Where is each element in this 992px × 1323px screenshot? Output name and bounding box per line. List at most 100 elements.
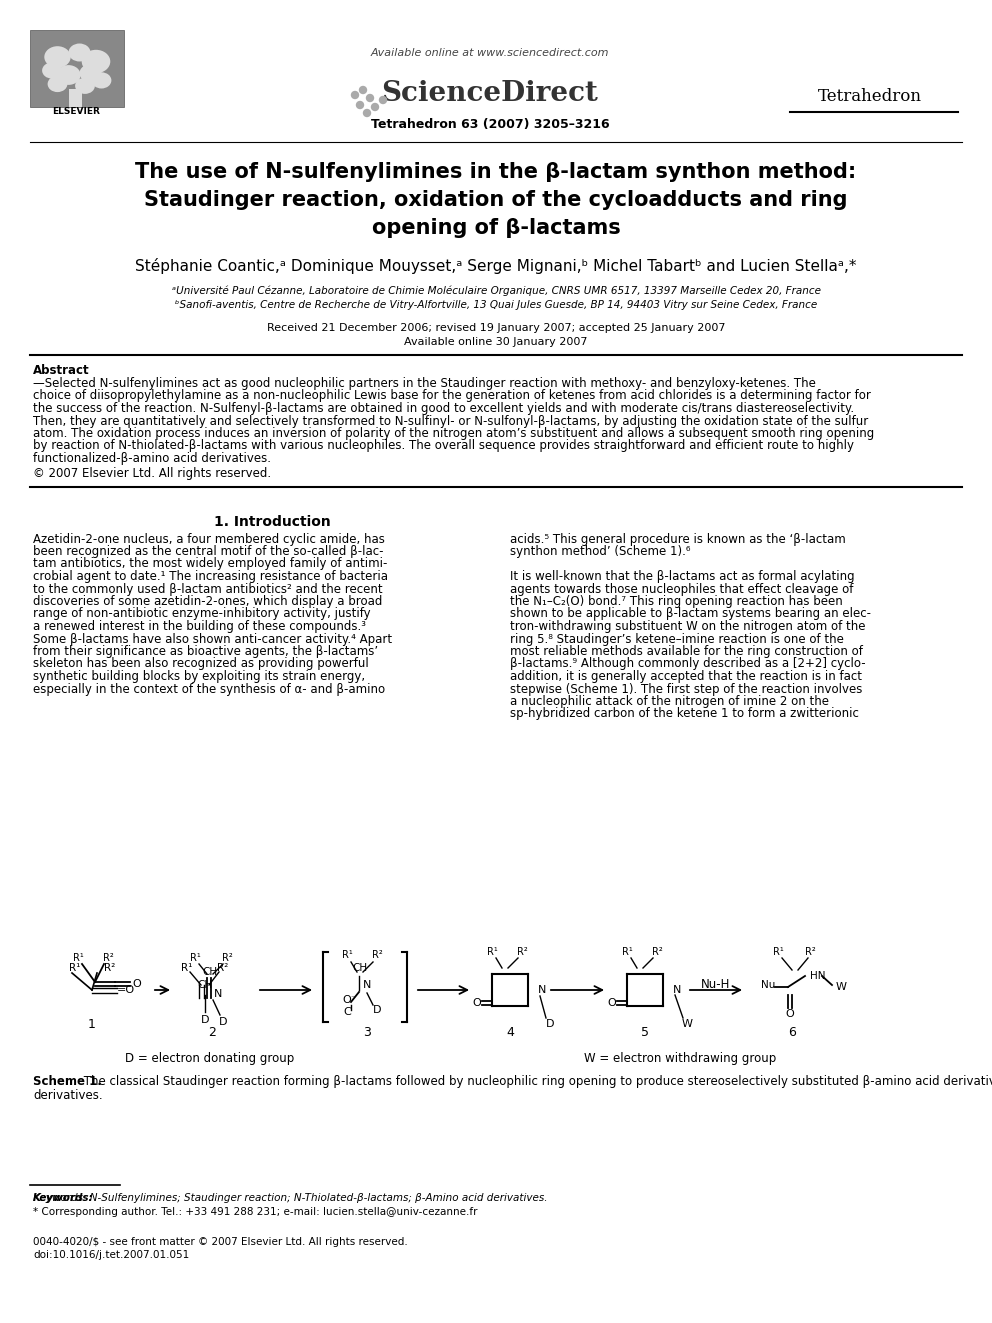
Text: range of non-antibiotic enzyme-inhibitory activity, justify: range of non-antibiotic enzyme-inhibitor… <box>33 607 371 620</box>
Text: 0040-4020/$ - see front matter © 2007 Elsevier Ltd. All rights reserved.: 0040-4020/$ - see front matter © 2007 El… <box>33 1237 408 1248</box>
Text: the N₁–C₂(O) bond.⁷ This ring opening reaction has been: the N₁–C₂(O) bond.⁷ This ring opening re… <box>510 595 843 609</box>
Text: R²: R² <box>652 947 663 957</box>
Text: acids.⁵ This general procedure is known as the ‘β-lactam: acids.⁵ This general procedure is known … <box>510 532 846 545</box>
Text: shown to be applicable to β-lactam systems bearing an elec-: shown to be applicable to β-lactam syste… <box>510 607 871 620</box>
Text: O: O <box>133 979 142 990</box>
Text: R¹: R¹ <box>773 947 784 957</box>
Text: by reaction of N-thiolated-β-lactams with various nucleophiles. The overall sequ: by reaction of N-thiolated-β-lactams wit… <box>33 439 854 452</box>
Text: the success of the reaction. N-Sulfenyl-β-lactams are obtained in good to excell: the success of the reaction. N-Sulfenyl-… <box>33 402 854 415</box>
Text: crobial agent to date.¹ The increasing resistance of bacteria: crobial agent to date.¹ The increasing r… <box>33 570 388 583</box>
Text: Abstract: Abstract <box>33 364 89 377</box>
Text: CH: CH <box>352 963 368 972</box>
Text: Keywords:: Keywords: <box>33 1193 93 1203</box>
Text: R¹: R¹ <box>69 963 80 972</box>
Text: D: D <box>219 1017 227 1027</box>
Bar <box>30 919 160 1060</box>
Circle shape <box>366 94 374 102</box>
Text: to the commonly used β-lactam antibiotics² and the recent: to the commonly used β-lactam antibiotic… <box>33 582 383 595</box>
Text: Tetrahedron 63 (2007) 3205–3216: Tetrahedron 63 (2007) 3205–3216 <box>371 118 609 131</box>
Text: synthon method’ (Scheme 1).⁶: synthon method’ (Scheme 1).⁶ <box>510 545 690 558</box>
Text: © 2007 Elsevier Ltd. All rights reserved.: © 2007 Elsevier Ltd. All rights reserved… <box>33 467 271 480</box>
Circle shape <box>351 91 358 98</box>
Text: It is well-known that the β-lactams act as formal acylating: It is well-known that the β-lactams act … <box>510 570 855 583</box>
Text: * Corresponding author. Tel.: +33 491 288 231; e-mail: lucien.stella@univ-cezann: * Corresponding author. Tel.: +33 491 28… <box>33 1207 477 1217</box>
Text: doi:10.1016/j.tet.2007.01.051: doi:10.1016/j.tet.2007.01.051 <box>33 1250 189 1259</box>
Text: been recognized as the central motif of the so-called β-lac-: been recognized as the central motif of … <box>33 545 384 558</box>
Text: R¹: R¹ <box>487 947 497 957</box>
Circle shape <box>359 86 366 94</box>
Text: tam antibiotics, the most widely employed family of antimi-: tam antibiotics, the most widely employe… <box>33 557 387 570</box>
Text: stepwise (Scheme 1). The first step of the reaction involves: stepwise (Scheme 1). The first step of t… <box>510 683 862 696</box>
Bar <box>30 30 123 106</box>
Text: D: D <box>546 1019 555 1029</box>
Text: W: W <box>836 982 847 992</box>
Text: R¹: R¹ <box>72 953 83 963</box>
Text: O: O <box>608 998 616 1008</box>
Text: Azetidin-2-one nucleus, a four membered cyclic amide, has: Azetidin-2-one nucleus, a four membered … <box>33 532 385 545</box>
Text: tron-withdrawing substituent W on the nitrogen atom of the: tron-withdrawing substituent W on the ni… <box>510 620 865 632</box>
Circle shape <box>48 75 67 93</box>
Text: ⁻: ⁻ <box>351 994 355 1003</box>
Text: 1. Introduction: 1. Introduction <box>213 515 330 528</box>
Text: N: N <box>363 980 371 990</box>
Text: Scheme 1.: Scheme 1. <box>33 1076 102 1088</box>
Text: ᵃUniversité Paul Cézanne, Laboratoire de Chimie Moléculaire Organique, CNRS UMR : ᵃUniversité Paul Cézanne, Laboratoire de… <box>172 284 820 295</box>
Bar <box>440 919 570 1060</box>
Text: R¹: R¹ <box>182 963 192 972</box>
Bar <box>730 919 860 1060</box>
Text: sp-hybridized carbon of the ketene 1 to form a zwitterionic: sp-hybridized carbon of the ketene 1 to … <box>510 708 859 721</box>
Text: O: O <box>472 998 481 1008</box>
Text: Nu: Nu <box>761 980 775 990</box>
Text: D: D <box>200 1015 209 1025</box>
Text: CH: CH <box>197 980 212 990</box>
Circle shape <box>363 110 370 116</box>
Text: The classical Staudinger reaction forming β-lactams followed by nucleophilic rin: The classical Staudinger reaction formin… <box>80 1076 992 1088</box>
Text: D = electron donating group: D = electron donating group <box>125 1052 295 1065</box>
Text: 5: 5 <box>641 1025 649 1039</box>
Circle shape <box>371 103 379 111</box>
Text: —Selected N-sulfenylimines act as good nucleophilic partners in the Staudinger r: —Selected N-sulfenylimines act as good n… <box>33 377 815 390</box>
Text: β-lactams.⁹ Although commonly described as a [2+2] cyclo-: β-lactams.⁹ Although commonly described … <box>510 658 866 671</box>
Bar <box>295 919 425 1060</box>
Text: HN: HN <box>810 971 825 980</box>
Circle shape <box>91 73 111 89</box>
Text: Received 21 December 2006; revised 19 January 2007; accepted 25 January 2007: Received 21 December 2006; revised 19 Ja… <box>267 323 725 333</box>
Text: R²: R² <box>805 947 815 957</box>
Text: especially in the context of the synthesis of α- and β-amino: especially in the context of the synthes… <box>33 683 385 696</box>
Text: atom. The oxidation process induces an inversion of polarity of the nitrogen ato: atom. The oxidation process induces an i… <box>33 427 874 441</box>
Circle shape <box>75 78 95 94</box>
Text: skeleton has been also recognized as providing powerful: skeleton has been also recognized as pro… <box>33 658 369 671</box>
Text: Then, they are quantitatively and selectively transformed to N-sulfinyl- or N-su: Then, they are quantitatively and select… <box>33 414 868 427</box>
Circle shape <box>81 50 110 73</box>
Text: D: D <box>373 1005 381 1015</box>
Text: synthetic building blocks by exploiting its strain energy,: synthetic building blocks by exploiting … <box>33 669 365 683</box>
Text: R²: R² <box>104 963 116 972</box>
Text: ring 5.⁸ Staudinger’s ketene–imine reaction is one of the: ring 5.⁸ Staudinger’s ketene–imine react… <box>510 632 844 646</box>
Circle shape <box>79 65 101 82</box>
Text: =O: =O <box>117 986 135 995</box>
Text: functionalized-β-amino acid derivatives.: functionalized-β-amino acid derivatives. <box>33 452 271 464</box>
Text: a renewed interest in the building of these compounds.³: a renewed interest in the building of th… <box>33 620 366 632</box>
Text: addition, it is generally accepted that the reaction is in fact: addition, it is generally accepted that … <box>510 669 862 683</box>
Text: 1: 1 <box>88 1019 96 1032</box>
Text: a nucleophilic attack of the nitrogen of imine 2 on the: a nucleophilic attack of the nitrogen of… <box>510 695 829 708</box>
Text: Keywords: N-Sulfenylimines; Staudinger reaction; N-Thiolated-β-lactams; β-Amino : Keywords: N-Sulfenylimines; Staudinger r… <box>33 1193 548 1203</box>
Text: derivatives.: derivatives. <box>33 1089 102 1102</box>
Text: CH: CH <box>202 967 217 976</box>
Text: R²: R² <box>217 963 228 972</box>
Bar <box>145 919 275 1060</box>
Text: N: N <box>214 990 222 999</box>
Text: Staudinger reaction, oxidation of the cycloadducts and ring: Staudinger reaction, oxidation of the cy… <box>144 191 848 210</box>
Bar <box>575 919 705 1060</box>
Bar <box>68 89 81 106</box>
Text: 3: 3 <box>363 1025 371 1039</box>
Circle shape <box>68 44 90 61</box>
Text: R²: R² <box>517 947 528 957</box>
Circle shape <box>57 65 80 85</box>
Text: 4: 4 <box>506 1025 514 1039</box>
Text: Available online 30 January 2007: Available online 30 January 2007 <box>405 337 587 347</box>
Text: Tetrahedron: Tetrahedron <box>818 89 922 105</box>
Text: Stéphanie Coantic,ᵃ Dominique Mouysset,ᵃ Serge Mignani,ᵇ Michel Tabartᵇ and Luci: Stéphanie Coantic,ᵃ Dominique Mouysset,ᵃ… <box>135 258 857 274</box>
Text: N: N <box>538 986 547 995</box>
Text: R²: R² <box>372 950 382 960</box>
